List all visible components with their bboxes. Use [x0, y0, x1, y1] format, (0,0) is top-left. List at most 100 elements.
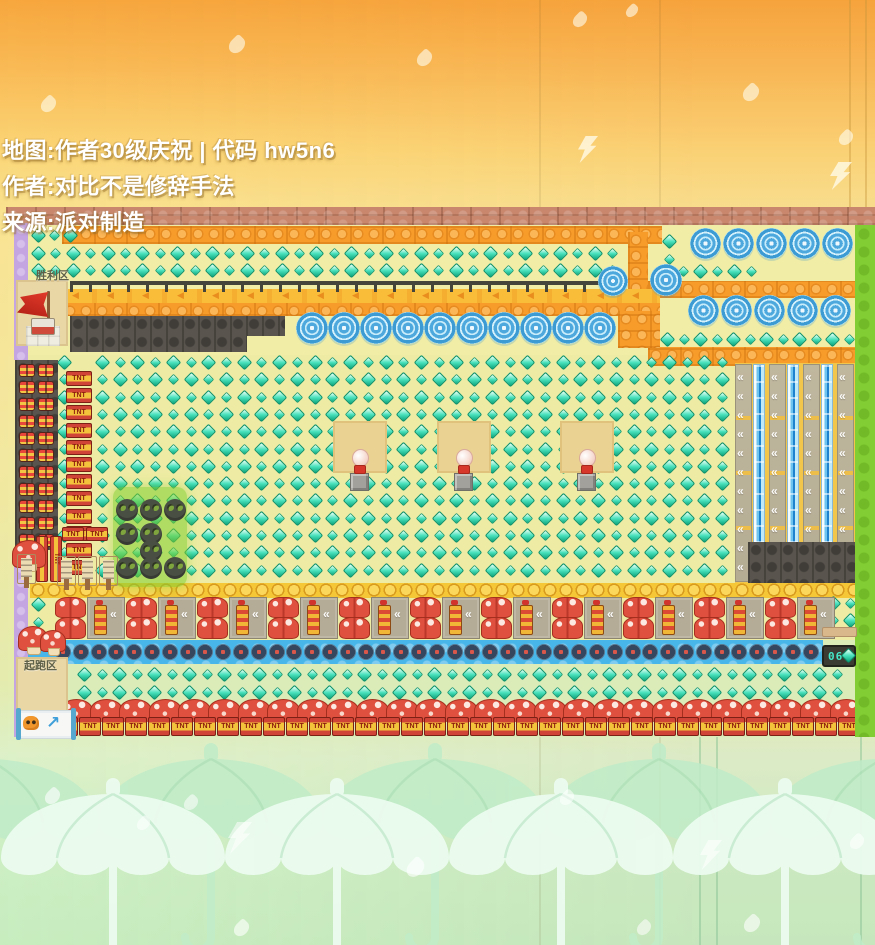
dyn [19, 398, 35, 411]
gem [555, 389, 571, 405]
gem [601, 684, 618, 701]
arrowL: ◀ [352, 290, 359, 300]
bluebtn [375, 644, 392, 660]
gem [218, 406, 235, 423]
mcap [623, 617, 654, 639]
gem [621, 668, 633, 681]
gem [776, 666, 793, 683]
bluebtn [482, 644, 499, 660]
spiral [822, 228, 853, 259]
sign [78, 556, 97, 590]
gem [413, 527, 430, 544]
gem [181, 684, 198, 701]
mcap [765, 597, 796, 618]
gem [575, 495, 587, 507]
spiral [552, 312, 584, 344]
gem [449, 527, 465, 544]
gem [216, 666, 233, 683]
gem [415, 408, 428, 420]
mine [140, 523, 162, 545]
gem [776, 684, 793, 701]
chev: « [252, 607, 259, 621]
gem [306, 668, 318, 681]
arrowL: ◀ [527, 290, 534, 300]
gem [325, 372, 341, 388]
gem [289, 406, 306, 423]
gem [112, 372, 128, 388]
gem [502, 406, 518, 423]
gem [238, 408, 250, 420]
gem [415, 443, 428, 455]
bluebtn [446, 644, 463, 660]
tnt: TNT [66, 405, 92, 421]
bluebtn [126, 644, 143, 660]
gem [342, 493, 359, 509]
gem [289, 510, 306, 526]
gem [531, 684, 548, 701]
gem [426, 684, 443, 701]
mine [116, 523, 138, 545]
gem [307, 389, 323, 405]
gem [426, 666, 443, 683]
wood-ledge [822, 627, 857, 637]
bluebtn [767, 644, 783, 660]
bluebtn [250, 644, 267, 660]
chev: « [737, 484, 744, 498]
gem [661, 493, 678, 509]
gem [659, 331, 676, 348]
gem [376, 668, 388, 681]
gem [220, 426, 233, 438]
gem [433, 495, 445, 507]
gem [714, 510, 731, 526]
gem [239, 245, 256, 262]
arrowL: ◀ [177, 290, 184, 300]
gem [831, 686, 843, 699]
gem [448, 245, 464, 262]
gem [183, 441, 199, 457]
chev: « [737, 408, 744, 422]
gem [343, 262, 360, 279]
gem [398, 564, 410, 576]
dyn [19, 364, 35, 377]
gem [572, 264, 584, 277]
gem [717, 356, 729, 369]
gem [484, 562, 501, 578]
gem [431, 372, 447, 388]
gem [378, 562, 394, 578]
gem [461, 666, 478, 683]
orange-block-region [618, 311, 660, 348]
gem [291, 564, 304, 576]
chev: « [805, 389, 812, 403]
gem [94, 493, 111, 509]
chev: « [805, 503, 812, 517]
cap [148, 699, 182, 722]
tnt: TNT [654, 717, 676, 736]
gem [663, 512, 676, 524]
dyn [19, 483, 35, 496]
tnt: TNT [470, 717, 492, 736]
gem [307, 354, 323, 371]
cap [563, 699, 597, 722]
gem [699, 547, 711, 559]
gem [516, 686, 528, 699]
chev: « [737, 503, 744, 517]
gem [146, 684, 163, 701]
gem [236, 354, 253, 371]
cap [296, 699, 330, 722]
tnt: TNT [677, 717, 699, 736]
chev: « [737, 370, 744, 384]
chev: « [820, 607, 827, 621]
gem [96, 668, 108, 681]
gem [150, 426, 162, 438]
gem [342, 562, 359, 578]
gem [291, 356, 304, 369]
gem [644, 406, 660, 423]
gem [204, 262, 221, 279]
mcap [552, 617, 583, 639]
gem [539, 391, 552, 403]
tnt: TNT [66, 508, 92, 524]
gem [380, 512, 392, 524]
gem [469, 391, 481, 403]
